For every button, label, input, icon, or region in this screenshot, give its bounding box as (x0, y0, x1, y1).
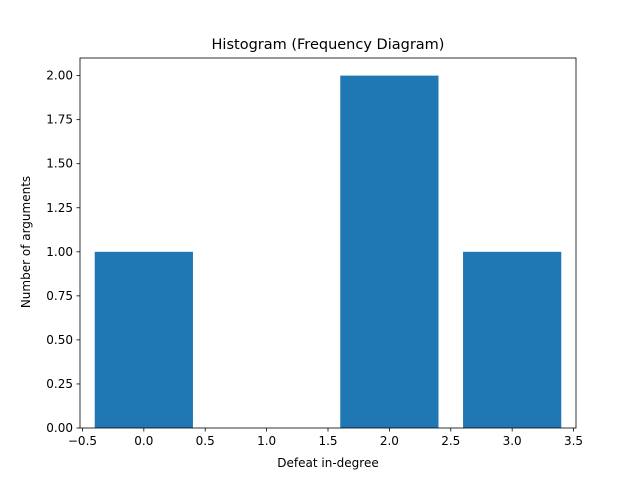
x-tick-label: 3.5 (564, 434, 583, 448)
x-tick-label: 3.0 (503, 434, 522, 448)
bar-x-3 (463, 251, 562, 428)
y-axis-label: Number of arguments (19, 176, 33, 308)
y-tick-label: 1.25 (46, 201, 73, 215)
x-tick-label: 2.0 (380, 434, 399, 448)
bars-layer (94, 75, 562, 428)
y-tick-label: 0.00 (46, 421, 73, 435)
y-tick-label: 1.00 (46, 245, 73, 259)
y-tick-label: 0.25 (46, 377, 73, 391)
y-tick-label: 0.75 (46, 289, 73, 303)
bar-x-0 (94, 251, 193, 428)
x-tick-label: 1.0 (257, 434, 276, 448)
bar-x-2 (340, 75, 439, 428)
x-axis: −0.5 0.0 0.5 1.0 1.5 2.0 2.5 3.0 3.5 (68, 428, 583, 448)
y-tick-label: 2.00 (46, 69, 73, 83)
x-tick-label: 2.5 (441, 434, 460, 448)
chart-title: Histogram (Frequency Diagram) (212, 37, 445, 53)
x-tick-label: −0.5 (68, 434, 97, 448)
x-tick-label: 1.5 (318, 434, 337, 448)
x-tick-label: 0.5 (196, 434, 215, 448)
x-axis-label: Defeat in-degree (277, 456, 378, 470)
y-tick-label: 0.50 (46, 333, 73, 347)
x-tick-label: 0.0 (134, 434, 153, 448)
y-axis: 0.00 0.25 0.50 0.75 1.00 1.25 1.50 1.75 2.00 (46, 69, 80, 435)
y-tick-label: 1.50 (46, 157, 73, 171)
y-tick-label: 1.75 (46, 113, 73, 127)
